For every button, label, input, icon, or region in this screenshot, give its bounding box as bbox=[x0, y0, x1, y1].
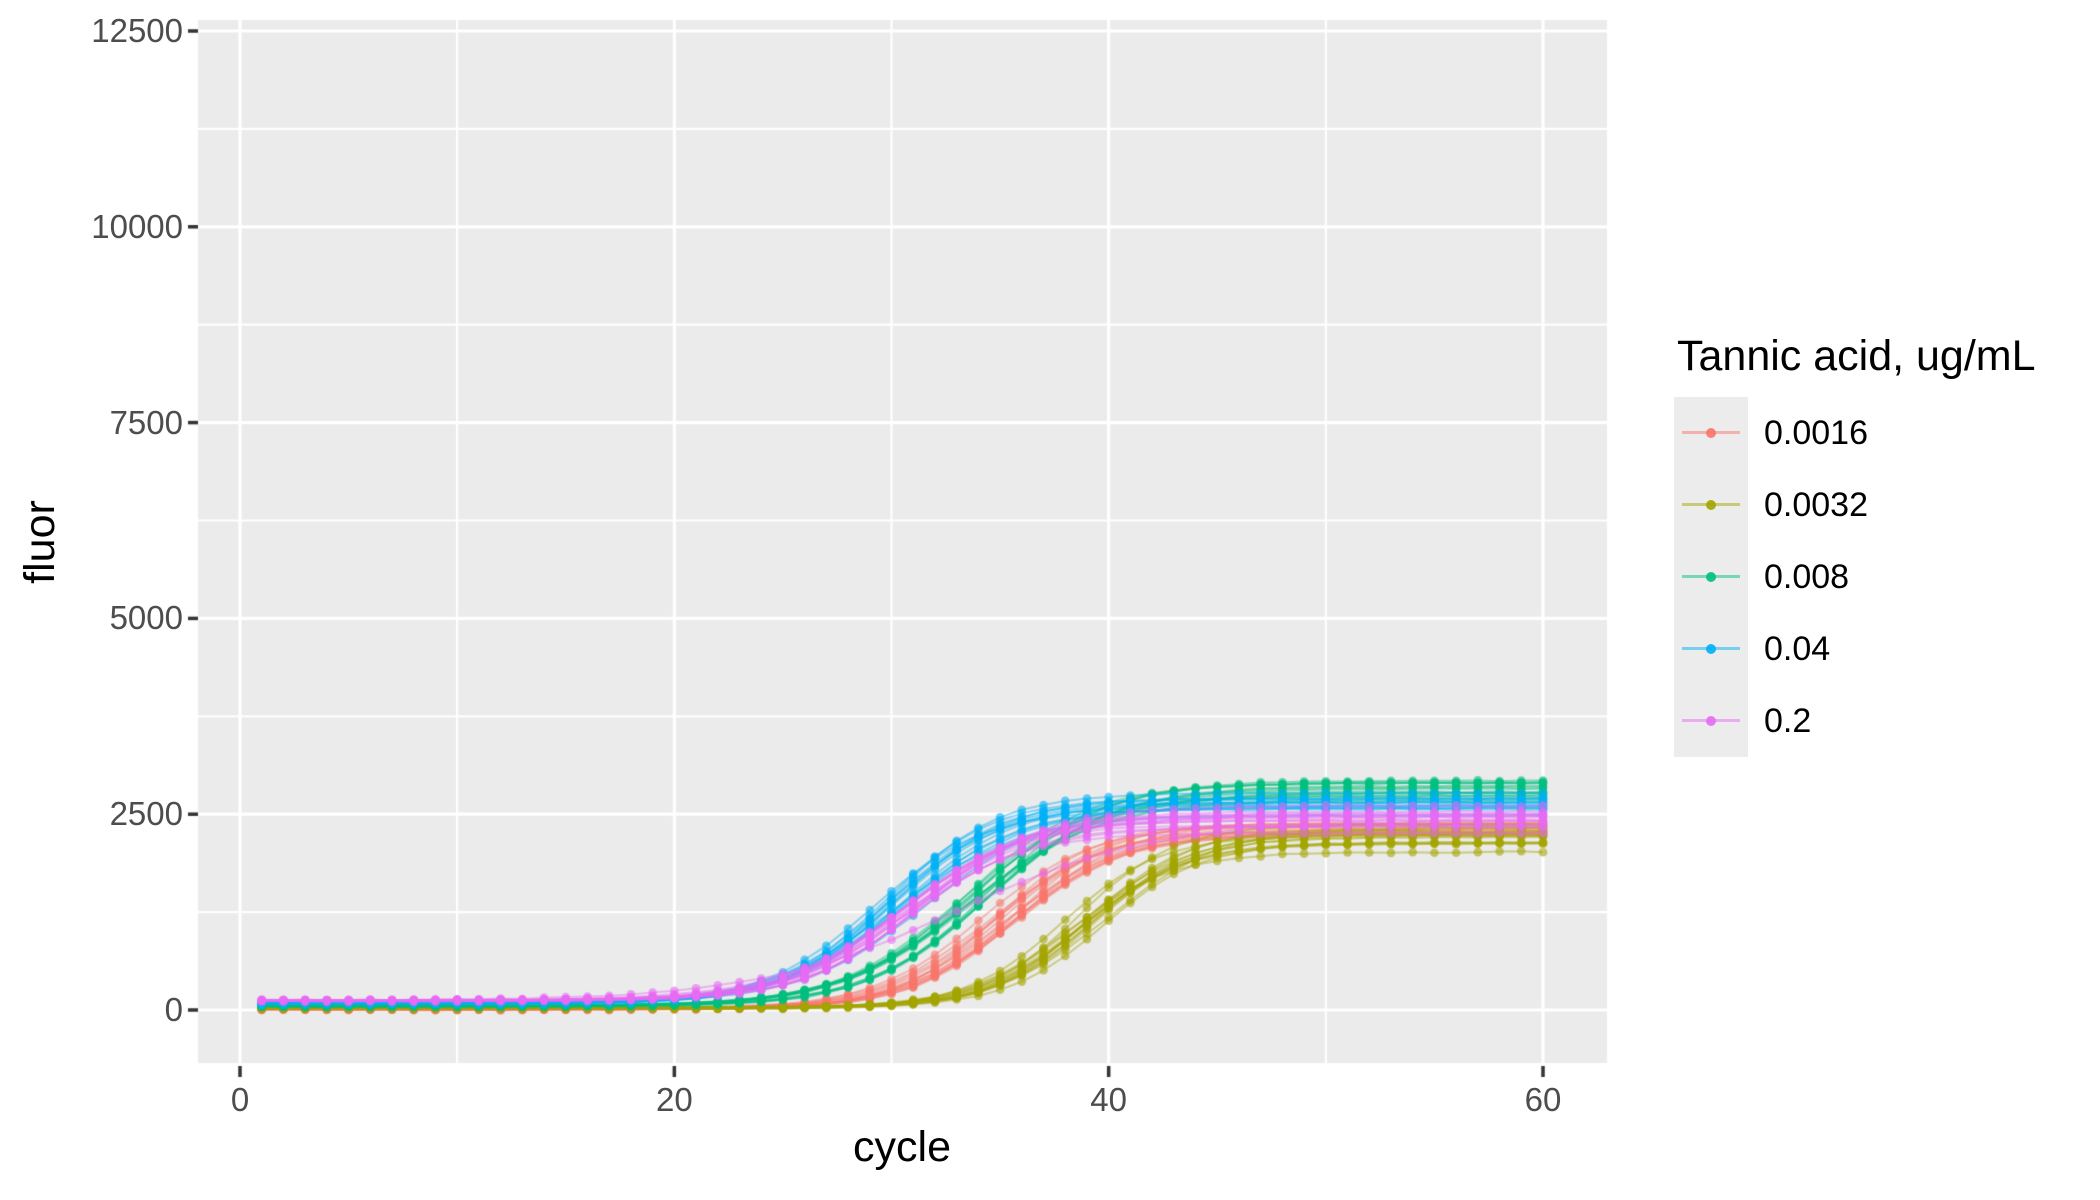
y-tick-label: 10000 bbox=[91, 207, 183, 245]
x-axis-title: cycle bbox=[853, 1123, 951, 1171]
legend-color-dot bbox=[1706, 716, 1716, 726]
legend-label: 0.04 bbox=[1764, 630, 1831, 668]
legend-color-dot bbox=[1706, 644, 1716, 654]
y-tick-label: 12500 bbox=[91, 12, 183, 49]
y-tick-label: 2500 bbox=[109, 795, 183, 833]
legend-color-dot bbox=[1706, 428, 1716, 438]
x-tick-label: 20 bbox=[655, 1081, 693, 1118]
x-tick-label: 0 bbox=[230, 1081, 250, 1118]
legend-key-0.04 bbox=[1674, 613, 1748, 685]
legend-key-0.0016 bbox=[1674, 397, 1748, 469]
y-tick-label: 7500 bbox=[109, 403, 183, 441]
legend-color-dot bbox=[1706, 500, 1716, 510]
legend-label: 0.008 bbox=[1764, 558, 1850, 596]
x-tick-label: 40 bbox=[1090, 1081, 1128, 1118]
legend-color-dot bbox=[1706, 572, 1716, 582]
legend-key-0.008 bbox=[1674, 541, 1748, 613]
legend-key-0.2 bbox=[1674, 685, 1748, 757]
y-tick-label: 0 bbox=[164, 991, 183, 1028]
legend-title: Tannic acid, ug/mL bbox=[1677, 332, 2036, 380]
y-tick-label: 5000 bbox=[109, 599, 183, 637]
legend-label: 0.0016 bbox=[1764, 414, 1868, 452]
legend-label: 0.2 bbox=[1764, 702, 1812, 740]
legend-label: 0.0032 bbox=[1764, 486, 1868, 524]
y-axis-title: fluor bbox=[16, 500, 64, 584]
x-tick-label: 60 bbox=[1524, 1081, 1562, 1118]
legend-key-0.0032 bbox=[1674, 469, 1748, 541]
